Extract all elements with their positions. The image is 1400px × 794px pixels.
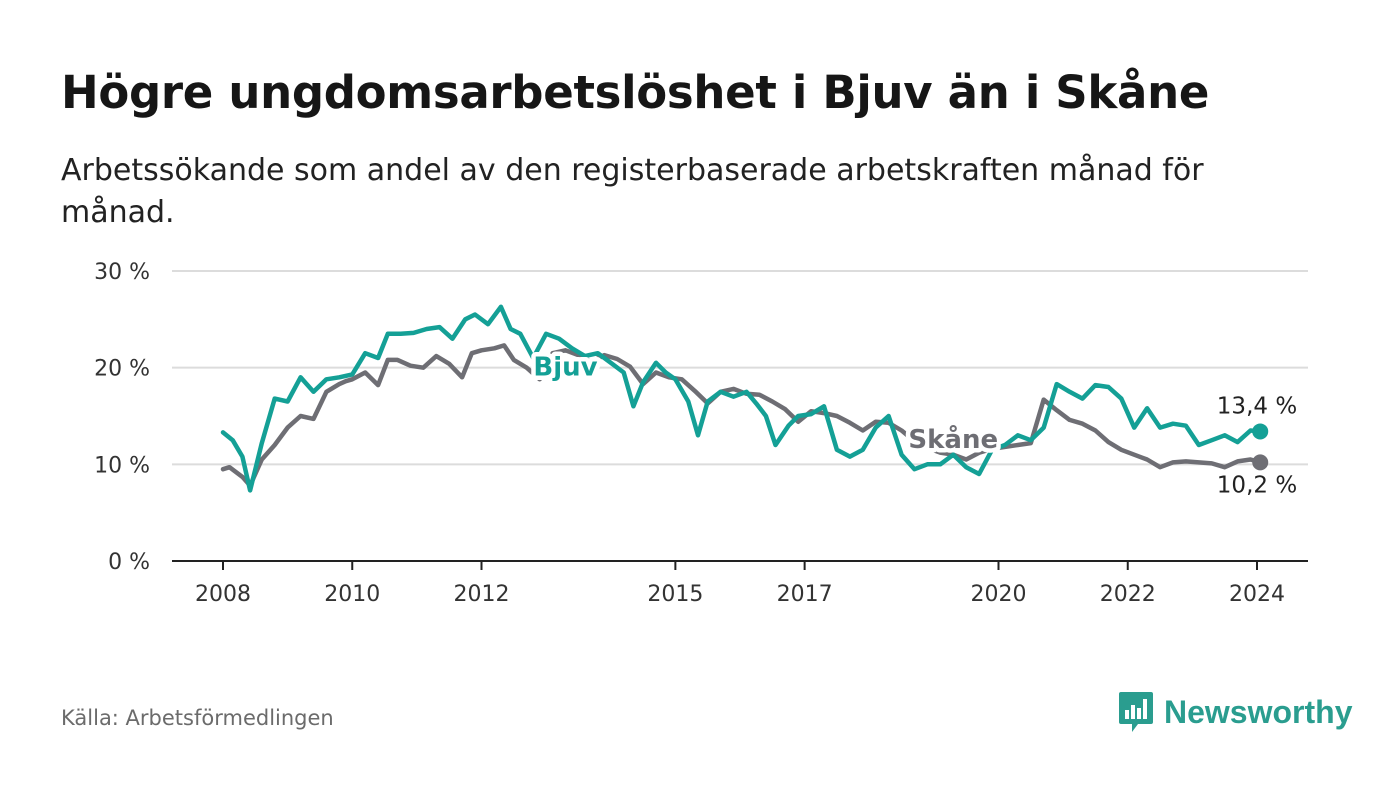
end-marker-bjuv [1252, 423, 1269, 440]
source-note: Källa: Arbetsförmedlingen [61, 706, 334, 730]
newsworthy-logo-icon [1119, 692, 1153, 732]
x-tick-label-2012: 2012 [454, 582, 510, 607]
end-marker-skane [1252, 454, 1269, 471]
series-labels: 10,2 % 13,4 % Bjuv Skåne [529, 348, 1297, 498]
y-axis-tick-labels: 0 % 10 % 20 % 30 % [94, 260, 150, 575]
x-tick-label-2010: 2010 [324, 582, 380, 607]
end-label-bjuv: 13,4 % [1217, 393, 1297, 419]
y-tick-label-10: 10 % [94, 453, 150, 478]
y-tick-label-0: 0 % [108, 550, 150, 575]
brand-name: Newsworthy [1164, 693, 1353, 730]
brand-logo[interactable]: Newsworthy [1118, 690, 1352, 734]
series-name-label-bjuv: Bjuv [533, 353, 597, 383]
x-tick-label-2008: 2008 [195, 582, 251, 607]
series-lines [220, 304, 1269, 493]
series-line-bjuv [220, 304, 1263, 493]
x-tick-label-2015: 2015 [647, 582, 703, 607]
chart-subtitle: Arbetssökande som andel av den registerb… [61, 153, 1204, 230]
y-tick-label-30: 30 % [94, 260, 150, 285]
end-label-skane: 10,2 % [1217, 472, 1297, 498]
y-tick-label-20: 20 % [94, 357, 150, 382]
series-name-label-skane: Skåne [908, 423, 998, 455]
x-tick-label-2017: 2017 [777, 582, 833, 607]
x-tick-label-2024: 2024 [1229, 582, 1285, 607]
x-tick-label-2020: 2020 [971, 582, 1027, 607]
x-axis-ticks: 2008 2010 2012 2015 2017 2020 2022 2024 [195, 561, 1285, 607]
gridlines [172, 270, 1308, 562]
x-tick-label-2022: 2022 [1100, 582, 1156, 607]
chart-title: Högre ungdomsarbetslöshet i Bjuv än i Sk… [61, 66, 1210, 119]
